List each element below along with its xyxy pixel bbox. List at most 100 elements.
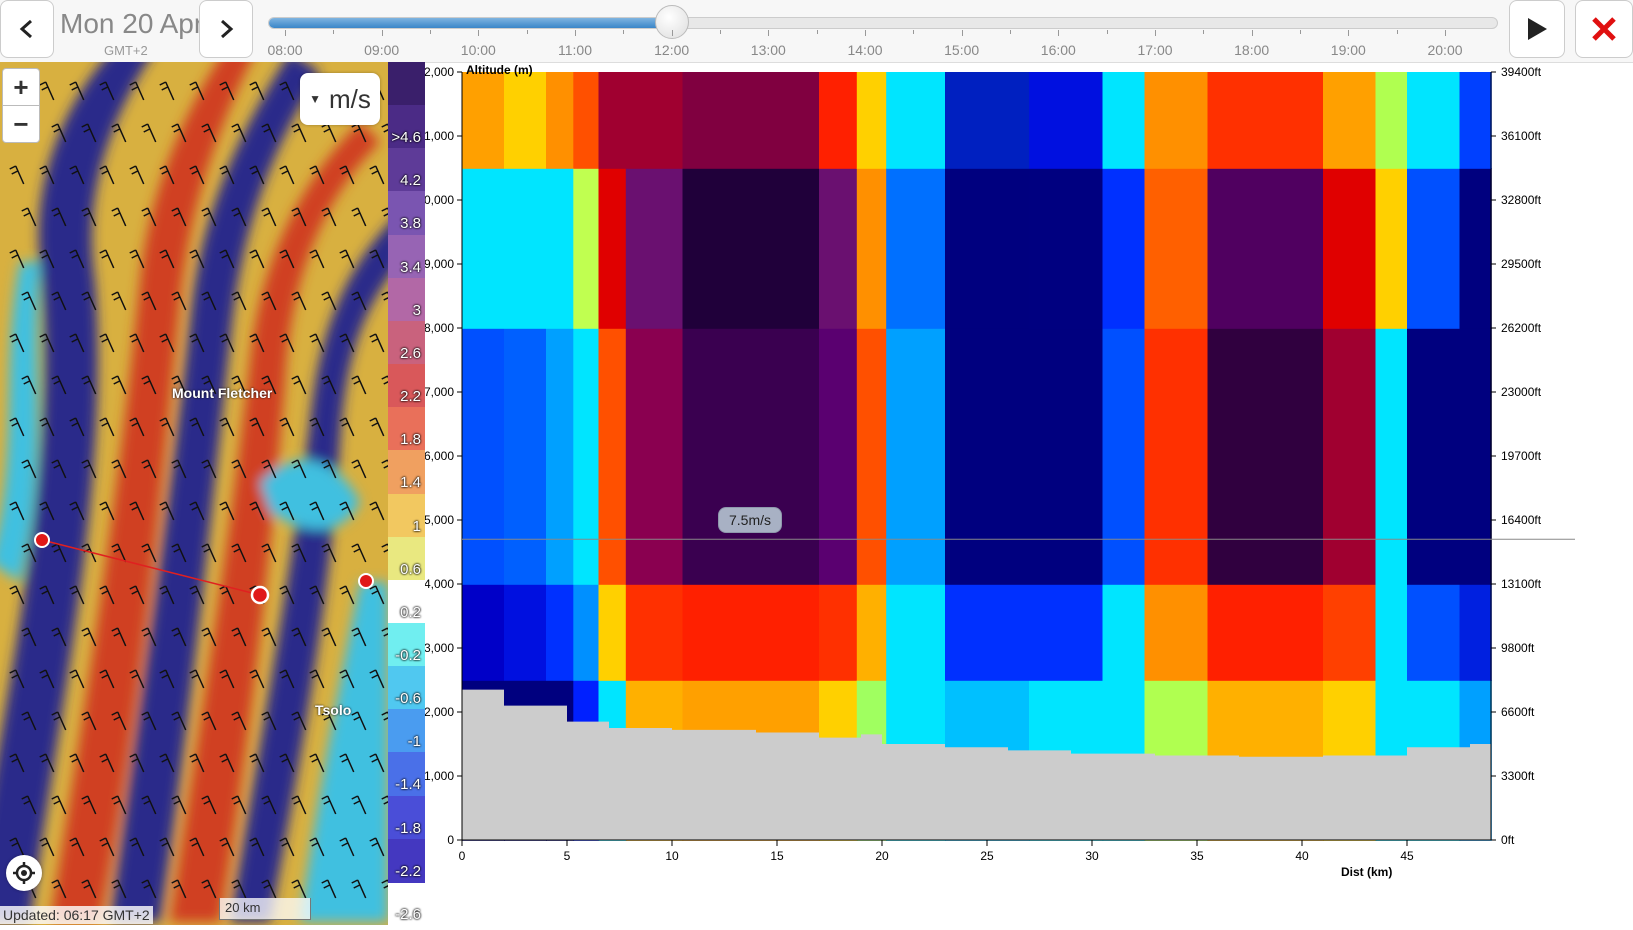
wind-barb bbox=[321, 375, 337, 395]
y2-tick-label: 0ft bbox=[1501, 833, 1515, 847]
legend-label: 3 bbox=[412, 301, 421, 319]
heatmap-cell bbox=[1375, 584, 1408, 681]
timeline-label-1600[interactable]: 16:00 bbox=[1040, 42, 1076, 58]
heatmap-cell bbox=[945, 584, 1030, 681]
timeline-label-0900[interactable]: 09:00 bbox=[364, 42, 400, 58]
wind-barb bbox=[381, 459, 388, 469]
close-button[interactable] bbox=[1575, 0, 1633, 58]
prev-day-button[interactable] bbox=[0, 0, 54, 58]
y2-tick-label: 32800ft bbox=[1501, 193, 1542, 207]
wind-barb bbox=[111, 123, 127, 143]
timeline-label-1000[interactable]: 10:00 bbox=[460, 42, 496, 58]
wind-barb bbox=[189, 333, 205, 353]
map-view[interactable]: Mount Fletcher Tsolo bbox=[0, 62, 388, 925]
heatmap-cell bbox=[625, 328, 684, 585]
heatmap-cell bbox=[1407, 584, 1461, 681]
timeline-label-1100[interactable]: 11:00 bbox=[558, 42, 592, 58]
wind-barb bbox=[171, 291, 187, 311]
heatmap-cell bbox=[504, 72, 547, 169]
locate-button[interactable] bbox=[6, 855, 42, 891]
wind-barb bbox=[381, 879, 388, 889]
heatmap-cell bbox=[625, 168, 684, 329]
wind-barb bbox=[51, 627, 67, 647]
wind-barb bbox=[159, 753, 175, 773]
zoom-in-button[interactable]: + bbox=[2, 68, 40, 106]
timeline-label-1400[interactable]: 14:00 bbox=[847, 42, 883, 58]
wind-barb bbox=[39, 165, 55, 185]
timeline-label-0800[interactable]: 08:00 bbox=[267, 42, 303, 58]
timeline-minor-tick bbox=[526, 30, 528, 34]
wind-barb bbox=[369, 585, 385, 605]
wind-barb bbox=[159, 837, 175, 857]
wind-barb bbox=[231, 291, 247, 311]
timeline-label-1700[interactable]: 17:00 bbox=[1137, 42, 1173, 58]
time-slider-track[interactable] bbox=[268, 17, 1498, 29]
time-slider[interactable]: 08:00 09:00 10:00 11:00 12:00 13:00 14:00 15:00… bbox=[267, 0, 1498, 62]
heatmap-cell bbox=[598, 168, 627, 329]
wind-barb bbox=[279, 501, 295, 521]
timeline-label-1500[interactable]: 15:00 bbox=[944, 42, 980, 58]
timeline-label-1900[interactable]: 19:00 bbox=[1330, 42, 1366, 58]
timeline-label-2000[interactable]: 20:00 bbox=[1427, 42, 1463, 58]
timeline-label-1300[interactable]: 13:00 bbox=[750, 42, 786, 58]
unit-label: m/s bbox=[329, 83, 371, 114]
heatmap-cell bbox=[856, 584, 887, 681]
heatmap-cell bbox=[1407, 72, 1461, 169]
wind-barb bbox=[369, 753, 385, 773]
wind-barb bbox=[279, 333, 295, 353]
place-label-mount-fletcher: Mount Fletcher bbox=[172, 385, 273, 401]
heatmap-cell bbox=[598, 328, 627, 585]
timeline-label-1800[interactable]: 18:00 bbox=[1234, 42, 1270, 58]
wind-barb bbox=[249, 165, 265, 185]
time-slider-fill bbox=[269, 18, 673, 28]
wind-barb bbox=[261, 207, 277, 227]
x-tick-label: 35 bbox=[1190, 849, 1204, 863]
timeline-minor-tick bbox=[623, 30, 625, 34]
timeline-minor-tick bbox=[1396, 30, 1398, 34]
zoom-out-button[interactable]: − bbox=[2, 105, 40, 143]
legend-label: 1 bbox=[412, 517, 421, 535]
heatmap-cell bbox=[945, 168, 1030, 329]
play-button[interactable] bbox=[1509, 0, 1565, 58]
wind-barb bbox=[261, 123, 277, 143]
wind-barb bbox=[291, 291, 307, 311]
wind-barb bbox=[141, 627, 157, 647]
wind-barb bbox=[171, 711, 187, 731]
x-tick-label: 25 bbox=[980, 849, 994, 863]
next-day-button[interactable] bbox=[199, 0, 253, 58]
wind-barb bbox=[339, 501, 355, 521]
heatmap-cell bbox=[1459, 168, 1492, 329]
unit-selector[interactable]: ▼ m/s bbox=[300, 73, 380, 125]
wind-barb bbox=[159, 501, 175, 521]
wind-barb bbox=[291, 207, 307, 227]
wind-barb bbox=[351, 291, 367, 311]
legend-label: -0.6 bbox=[395, 690, 421, 708]
timeline-label-1200[interactable]: 12:00 bbox=[654, 42, 690, 58]
heatmap-cell bbox=[625, 72, 684, 169]
wind-barb bbox=[171, 207, 187, 227]
wind-barb bbox=[279, 81, 295, 101]
wind-barb bbox=[81, 795, 97, 815]
wind-barb bbox=[381, 795, 388, 805]
wind-barb bbox=[99, 585, 115, 605]
wind-barb bbox=[219, 417, 235, 437]
wind-barb bbox=[111, 207, 127, 227]
heatmap-cell bbox=[819, 72, 858, 169]
cross-section-chart[interactable]: 0 0ft 1,000 3300ft 2,000 6600ft 3,000 9800ft 4,0… bbox=[417, 62, 1633, 925]
caret-down-icon: ▼ bbox=[309, 92, 321, 106]
timeline-tick bbox=[1348, 30, 1350, 36]
y-axis-label: Altitude (m) bbox=[466, 63, 533, 77]
wind-barb bbox=[81, 627, 97, 647]
timeline-tick bbox=[478, 30, 480, 36]
y-tick-label: 4,000 bbox=[425, 577, 454, 591]
legend-label: 0.6 bbox=[400, 560, 421, 578]
wind-barb bbox=[129, 165, 145, 185]
wind-barb bbox=[351, 627, 367, 647]
y-tick-label: 8,000 bbox=[425, 321, 454, 335]
wind-barb bbox=[141, 459, 157, 479]
legend-swatch bbox=[388, 752, 425, 797]
wind-barb bbox=[351, 543, 367, 563]
heatmap-cell bbox=[886, 328, 946, 585]
wind-barb bbox=[219, 81, 235, 101]
wind-barb bbox=[321, 711, 337, 731]
